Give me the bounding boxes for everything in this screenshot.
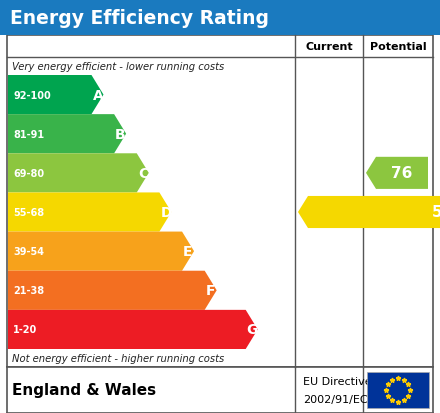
Polygon shape [298,197,440,228]
Text: Potential: Potential [370,42,426,52]
Polygon shape [8,310,258,349]
Text: G: G [247,323,258,337]
Text: Current: Current [305,42,353,52]
Bar [0,0,440,36]
Bar [367,372,429,408]
Text: EU Directive: EU Directive [303,376,372,386]
Text: Very energy efficient - lower running costs: Very energy efficient - lower running co… [12,62,224,72]
Text: B: B [115,127,126,141]
Text: Energy Efficiency Rating: Energy Efficiency Rating [10,9,269,27]
Text: 21-38: 21-38 [13,286,44,296]
Text: E: E [183,244,193,259]
Polygon shape [8,76,103,115]
Text: A: A [92,88,103,102]
Polygon shape [366,157,428,190]
Bar [0,367,440,413]
Text: 1-20: 1-20 [13,325,37,335]
Text: 76: 76 [391,166,413,181]
Text: 81-91: 81-91 [13,129,44,139]
Text: 92-100: 92-100 [13,90,51,100]
Polygon shape [8,154,149,193]
Polygon shape [8,232,194,271]
Text: 2002/91/EC: 2002/91/EC [303,394,368,404]
Text: F: F [205,284,215,297]
Text: 59: 59 [431,205,440,220]
Text: 69-80: 69-80 [13,169,44,178]
Polygon shape [8,271,216,310]
Text: England & Wales: England & Wales [12,382,156,398]
Polygon shape [8,115,126,154]
Bar [7,36,433,367]
Text: 55-68: 55-68 [13,207,44,218]
Text: 39-54: 39-54 [13,247,44,256]
Text: Not energy efficient - higher running costs: Not energy efficient - higher running co… [12,353,224,363]
Polygon shape [8,193,172,232]
Text: C: C [138,166,148,180]
Text: D: D [161,206,172,219]
